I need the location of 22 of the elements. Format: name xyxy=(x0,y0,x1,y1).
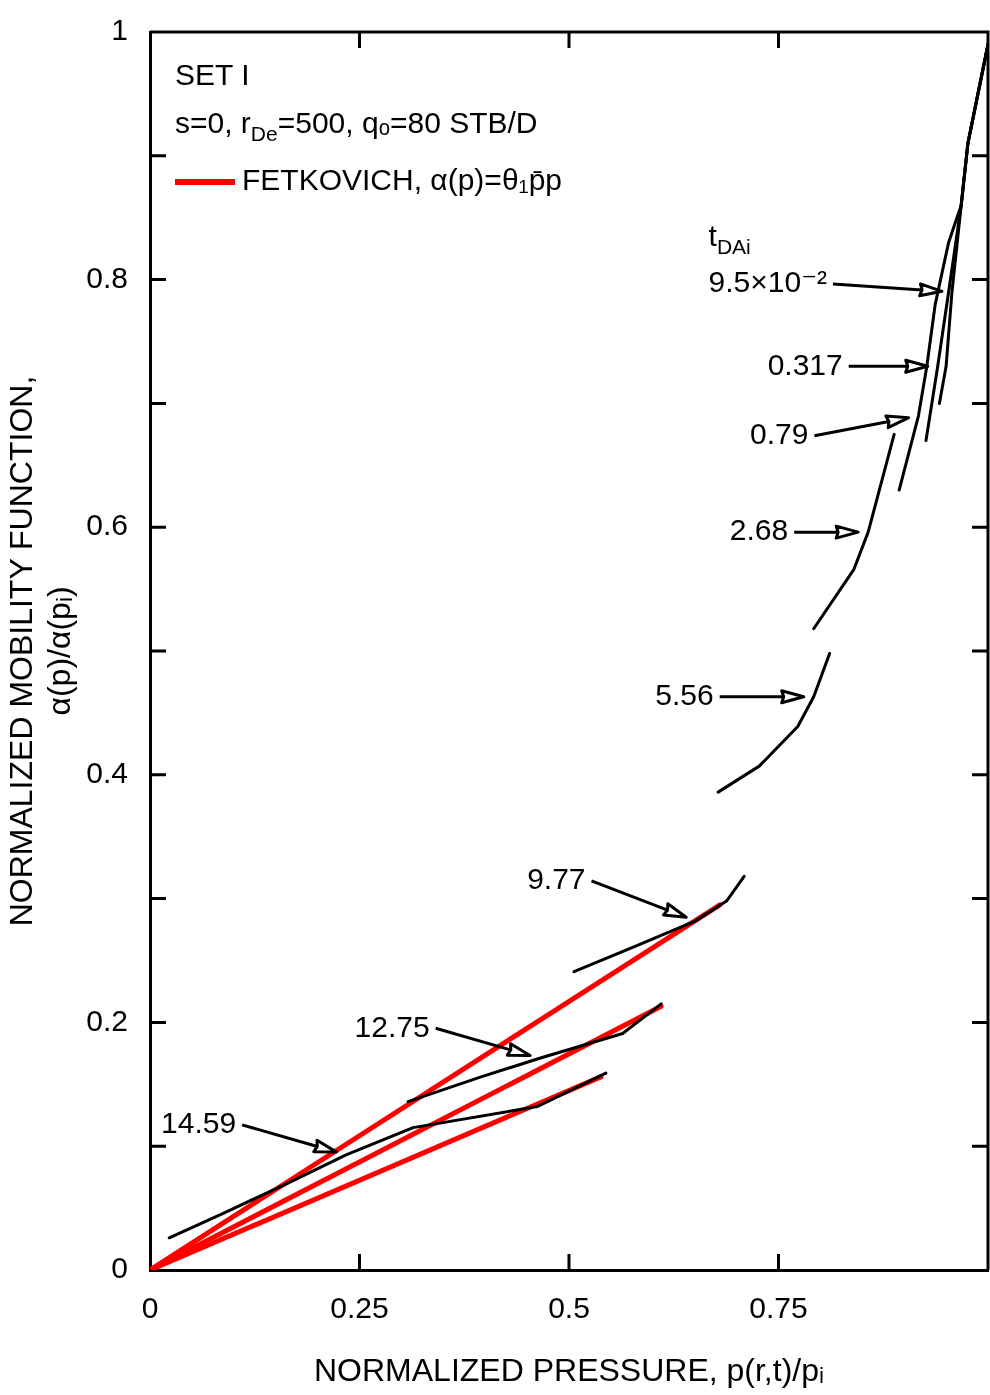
x-tick-label: 0.25 xyxy=(330,1291,389,1325)
x-tick-label: 0.5 xyxy=(548,1291,590,1325)
annotation: 14.59 xyxy=(161,1106,237,1140)
annotation: 5.56 xyxy=(655,678,714,712)
annotation: 0.317 xyxy=(767,347,843,381)
y-tick-label: 0.8 xyxy=(86,260,128,294)
y-tick-label: 1 xyxy=(111,13,128,47)
y-tick-label: 0.4 xyxy=(86,756,128,790)
x-axis-title: NORMALIZED PRESSURE, p(r,t)/pᵢ xyxy=(313,1351,825,1388)
x-tick-label: 0.75 xyxy=(749,1291,808,1325)
annotation: 12.75 xyxy=(354,1009,430,1043)
annotation: SET I xyxy=(175,58,250,92)
y-tick-label: 0 xyxy=(111,1251,128,1285)
annotation: 0.79 xyxy=(750,417,809,451)
annotation: 2.68 xyxy=(729,513,789,547)
y-tick-label: 0.2 xyxy=(86,1003,128,1037)
y-axis-title: NORMALIZED MOBILITY FUNCTION, α(p)/α(pᵢ) xyxy=(3,375,78,927)
y-tick-label: 0.6 xyxy=(86,508,128,542)
x-tick-label: 0 xyxy=(141,1291,159,1325)
annotation: 9.77 xyxy=(527,862,586,896)
annotation: 9.5×10⁻² xyxy=(708,265,827,299)
legend-label: FETKOVICH, α(p)=θ₁p̄p xyxy=(242,163,563,197)
